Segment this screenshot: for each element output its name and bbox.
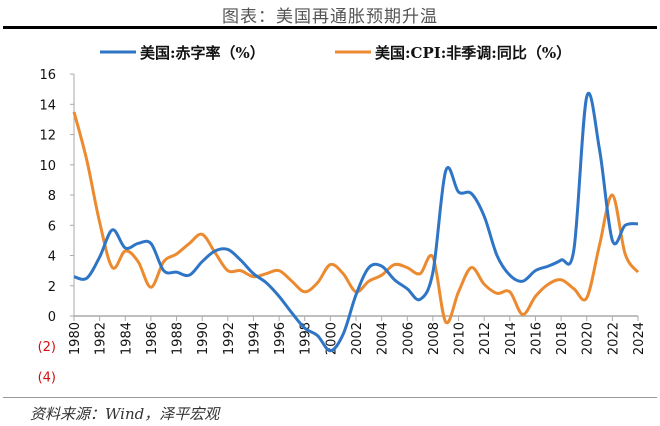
x-tick-label: 2018 (555, 322, 570, 355)
y-tick-label: 4 (48, 250, 56, 265)
bottom-rule (3, 397, 657, 398)
x-tick-label: 1990 (196, 322, 211, 355)
x-tick-label: 1988 (171, 322, 186, 355)
x-tick-label: 2024 (632, 322, 647, 355)
x-tick-label: 2012 (478, 322, 493, 355)
y-tick-label: 6 (48, 219, 56, 234)
source-note: 资料来源：Wind，泽平宏观 (30, 405, 220, 423)
x-tick-label: 1982 (94, 322, 109, 355)
y-tick-label: 0 (48, 310, 56, 325)
y-tick-label: 14 (39, 98, 56, 113)
figure-title: 图表：美国再通胀预期升温 (222, 7, 438, 27)
axes: 16 14 12 10 8 6 4 2 0 (2) (4) 1980 1982 1984 1986 1988 1… (38, 68, 647, 385)
series-line-deficit-ratio (73, 92, 639, 353)
x-tick-label: 1980 (68, 322, 83, 355)
x-tick-label: 2008 (427, 322, 442, 355)
legend-label: 美国:赤字率（%） (140, 44, 265, 62)
y-tick-label: 10 (39, 159, 56, 174)
x-tick-label: 2002 (350, 322, 365, 355)
legend: 美国:赤字率（%） 美国:CPI:非季调:同比（%） (100, 44, 571, 62)
x-tick-label: 2020 (581, 322, 596, 355)
title-rule (3, 26, 657, 29)
y-tick-label: 16 (39, 68, 56, 83)
x-tick-label: 1996 (273, 322, 288, 355)
series-lines (72, 92, 640, 353)
x-tick-label: 2010 (453, 322, 468, 355)
y-tick-label: 2 (48, 280, 56, 295)
x-tick-label: 1992 (222, 322, 237, 355)
x-tick-label: 1994 (247, 322, 262, 355)
x-tick-label: 2006 (401, 322, 416, 355)
x-tick-label: 1984 (119, 322, 134, 355)
x-tick-label: 2014 (504, 322, 519, 355)
y-tick-label: (2) (38, 340, 56, 355)
x-tick-label: 1986 (145, 322, 160, 355)
y-tick-label: 12 (39, 129, 56, 144)
y-tick-label: 8 (48, 189, 56, 204)
x-tick-label: 1998 (299, 322, 314, 355)
line-chart: 美国:赤字率（%） 美国:CPI:非季调:同比（%） 16 14 12 10 8 6 4 2 0 (… (38, 44, 647, 385)
x-tick-label: 2004 (376, 322, 391, 355)
y-tick-label: (4) (38, 370, 56, 385)
x-tick-label: 2022 (606, 322, 621, 355)
x-tick-label: 2016 (529, 322, 544, 355)
legend-label: 美国:CPI:非季调:同比（%） (375, 44, 571, 62)
